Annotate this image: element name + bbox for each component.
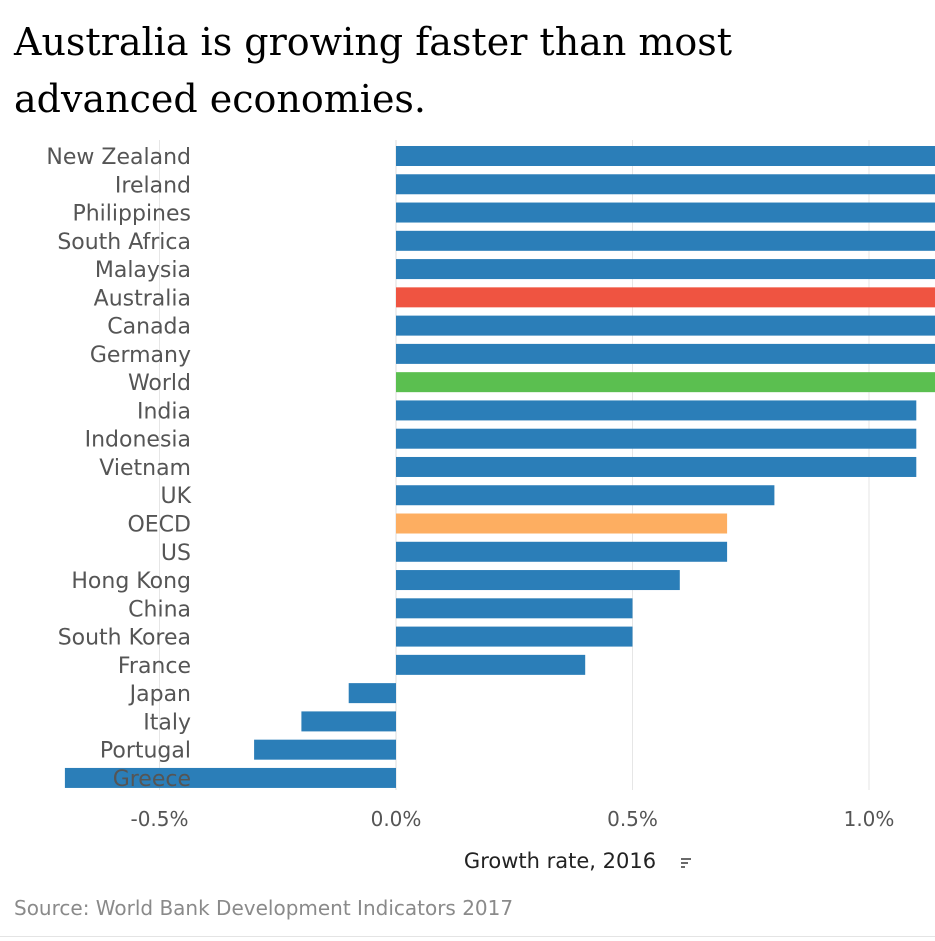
bar — [396, 259, 935, 280]
category-label: Philippines — [72, 202, 191, 227]
bar — [64, 767, 397, 788]
category-label: Hong Kong — [71, 569, 191, 594]
bar — [396, 541, 728, 562]
category-label: World — [128, 371, 191, 396]
category-labels: New Zealand Ireland Philippines South Afric… — [46, 145, 191, 792]
category-label: Italy — [143, 710, 191, 735]
bar — [396, 343, 935, 364]
x-tick-label: 0.0% — [371, 807, 422, 831]
category-label: Vietnam — [99, 456, 191, 481]
bar — [396, 570, 680, 591]
bar — [396, 400, 917, 421]
bar — [396, 174, 935, 195]
category-label: Indonesia — [85, 428, 191, 453]
category-label: US — [161, 541, 191, 566]
x-tick-label: 1.0% — [844, 807, 895, 831]
chart-title: Australia is growing faster than most ad… — [14, 20, 733, 121]
category-label: Japan — [128, 682, 191, 707]
x-axis-ticks: -0.5%0.0%0.5%1.0%1.5%2.0% — [130, 807, 895, 831]
bar — [396, 626, 633, 647]
category-label: Canada — [107, 315, 191, 340]
bar — [396, 146, 935, 166]
bar — [396, 428, 917, 449]
bar — [396, 372, 935, 393]
category-label: OECD — [127, 513, 191, 538]
category-label: Portugal — [100, 739, 191, 764]
category-label: France — [118, 654, 191, 679]
source-note: Source: World Bank Development Indicator… — [14, 896, 514, 920]
bar — [396, 513, 728, 534]
category-label: China — [128, 597, 191, 622]
x-axis-title: Growth rate, 2016 — [464, 849, 656, 873]
bar — [396, 598, 633, 619]
bar — [396, 485, 775, 506]
category-label: Malaysia — [95, 258, 191, 283]
bars — [64, 146, 935, 788]
bar — [396, 230, 935, 251]
sort-icon[interactable] — [681, 858, 691, 868]
bar — [348, 683, 396, 704]
x-tick-label: -0.5% — [130, 807, 188, 831]
bar — [301, 711, 396, 732]
category-label: South Korea — [58, 626, 191, 651]
x-tick-label: 0.5% — [607, 807, 658, 831]
category-label: India — [137, 399, 191, 424]
bar — [396, 202, 935, 223]
bar — [396, 287, 935, 308]
bar — [396, 654, 586, 675]
bar — [396, 456, 917, 477]
bar — [396, 315, 935, 336]
bar — [254, 739, 396, 760]
category-label: UK — [160, 484, 191, 509]
category-label: Ireland — [115, 173, 191, 198]
category-label: Germany — [90, 343, 191, 368]
category-label: Australia — [94, 286, 191, 311]
category-label: New Zealand — [46, 145, 191, 170]
bottom-divider — [0, 936, 935, 937]
category-label: Greece — [113, 767, 191, 792]
category-label: South Africa — [57, 230, 191, 255]
